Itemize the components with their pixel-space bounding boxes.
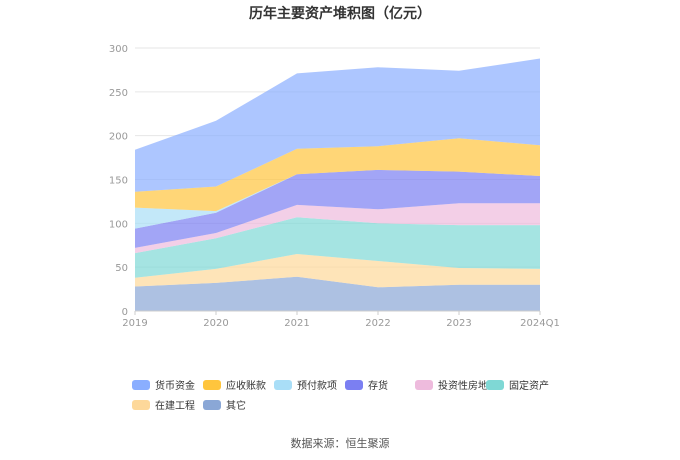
legend-label: 应收账款 [226,379,266,392]
y-tick-label: 0 [122,307,128,318]
y-tick-label: 50 [115,263,128,274]
legend-swatch [132,400,150,410]
area-series-4 [135,169,540,248]
y-tick-label: 300 [109,44,128,55]
area-series-3 [135,203,540,254]
area-series-0 [135,276,540,311]
legend-item[interactable]: 固定资产 [486,379,549,392]
area-series-1 [135,254,540,288]
legend-label: 其它 [226,399,246,412]
area-series-2 [135,217,540,278]
legend-item[interactable]: 应收账款 [203,379,266,392]
legend-label: 固定资产 [509,379,549,392]
area-series [135,58,540,311]
chart-title: 历年主要资产堆积图（亿元） [249,5,431,22]
x-axis: 2019 2020 2021 2022 2023 2024Q1 [122,310,560,329]
y-tick-label: 250 [109,88,128,99]
area-series-6 [135,138,540,212]
legend-item[interactable]: 在建工程 [132,399,195,412]
legend-swatch [274,380,292,390]
y-tick-label: 150 [109,176,128,187]
legend-item[interactable]: 货币资金 [132,379,195,392]
x-tick-label: 2023 [446,318,471,329]
x-tick-label: 2022 [365,318,390,329]
legend-label: 投资性房地产 [438,379,498,392]
y-tick-label: 200 [109,132,128,143]
legend-item[interactable]: 投资性房地产 [415,379,498,392]
y-axis: 0 50 100 150 200 250 300 [109,44,128,318]
legend-item[interactable]: 存货 [345,379,388,392]
legend-swatch [486,380,504,390]
legend-label: 货币资金 [155,379,195,392]
legend-item[interactable]: 其它 [203,399,246,412]
x-tick-label: 2024Q1 [520,318,560,329]
x-tick-label: 2020 [203,318,228,329]
legend-label: 在建工程 [155,399,195,412]
legend-swatch [203,380,221,390]
legend-swatch [415,380,433,390]
legend-label: 预付款项 [297,379,337,392]
legend-swatch [132,380,150,390]
legend-swatch [345,380,363,390]
legend-label: 存货 [368,379,388,392]
legend-item[interactable]: 预付款项 [274,379,337,392]
source-note: 数据来源：恒生聚源 [291,436,390,450]
area-series-7 [135,58,540,192]
x-tick-label: 2021 [284,318,309,329]
y-tick-label: 100 [109,219,128,230]
legend-swatch [203,400,221,410]
x-tick-label: 2019 [122,318,147,329]
